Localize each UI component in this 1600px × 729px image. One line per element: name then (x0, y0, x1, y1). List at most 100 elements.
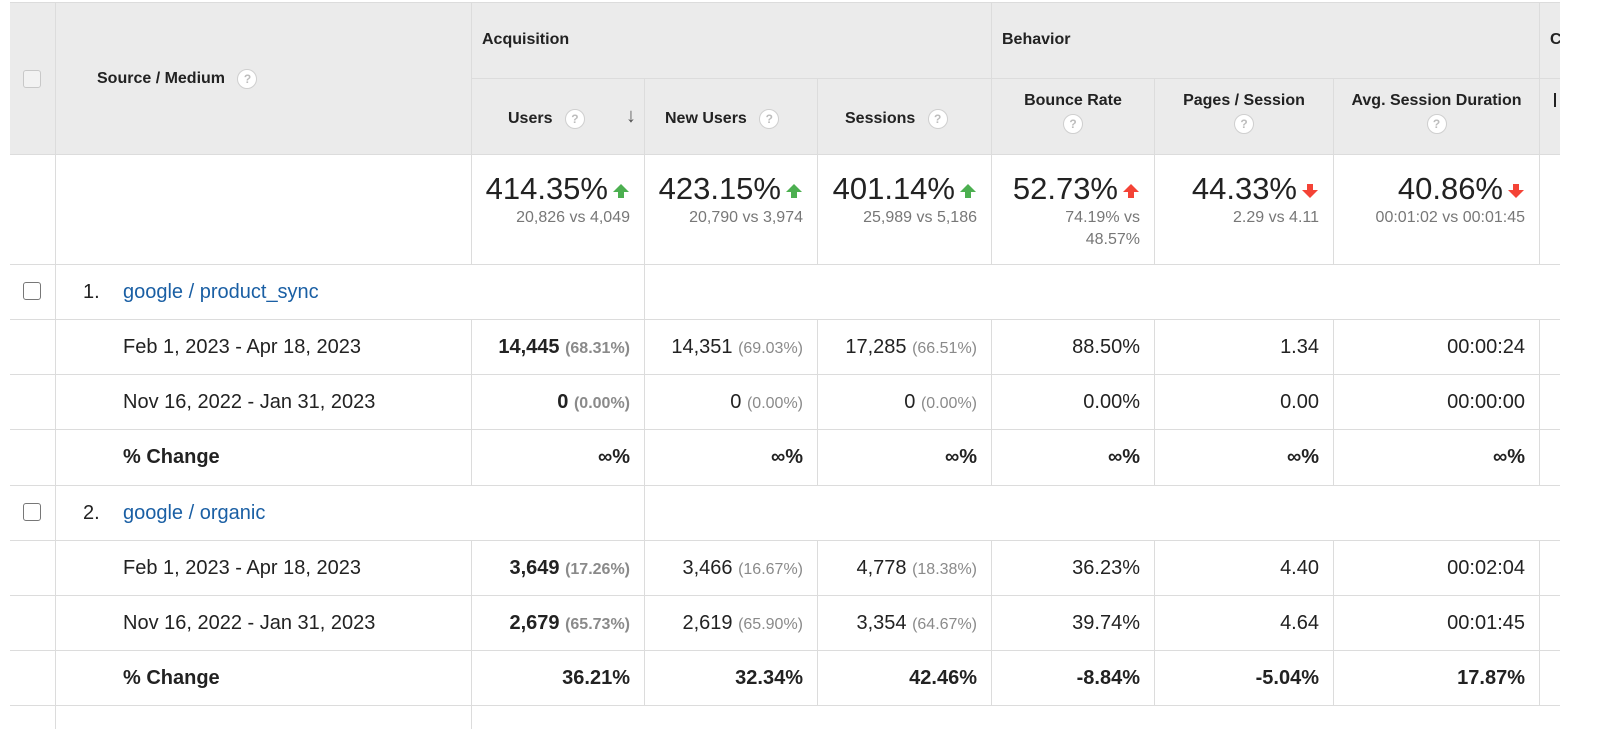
help-icon[interactable]: ? (1063, 114, 1083, 134)
arrow-up-icon (613, 183, 629, 198)
truncated-header-mark (1554, 93, 1556, 107)
row-spacer (645, 486, 1560, 540)
bounce-rate-cell: 39.74% (992, 596, 1155, 650)
truncated-cell (1540, 375, 1560, 429)
change-empty-cell (10, 651, 56, 705)
pages-session-cell: 0.00 (1155, 375, 1334, 429)
avg-duration-value: 00:00:24 (1447, 336, 1525, 358)
pages-session-change-value: ∞% (1286, 446, 1319, 468)
sessions-percent: (64.67%) (912, 616, 977, 633)
row-select-cell (10, 486, 56, 540)
acquisition-label: Acquisition (482, 31, 570, 48)
summary-bounce-rate: 52.73% 74.19% vs 48.57% (992, 155, 1155, 264)
bounce-rate-value: 0.00% (1083, 391, 1140, 413)
users-value: 0 (557, 391, 569, 413)
summary-bounce-rate-change: 52.73% (1012, 171, 1118, 206)
pages-session-change-value: -5.04% (1255, 667, 1319, 689)
summary-avg-duration-change: 40.86% (1397, 171, 1503, 206)
change-label: % Change (123, 446, 220, 468)
summary-sessions: 401.14% 25,989 vs 5,186 (818, 155, 992, 264)
new-users-column-header[interactable]: New Users ? (645, 79, 818, 155)
date-range-label: Feb 1, 2023 - Apr 18, 2023 (123, 557, 361, 579)
new-users-percent: (16.67%) (738, 561, 803, 578)
change-row: % Change 36.21% 32.34% 42.46% -8.84% -5.… (10, 650, 1560, 706)
partial-cell (56, 706, 472, 729)
row-checkbox[interactable] (23, 503, 41, 521)
sessions-percent: (0.00%) (920, 395, 977, 412)
avg-duration-value: 00:02:04 (1447, 557, 1525, 579)
summary-row: 414.35% 20,826 vs 4,049 423.15% 20,790 v… (10, 154, 1560, 264)
help-icon[interactable]: ? (1426, 114, 1447, 134)
users-value: 3,649 (509, 557, 560, 579)
truncated-cell (1540, 430, 1560, 485)
period-row: Nov 16, 2022 - Jan 31, 2023 0 (0.00%) 0 … (10, 374, 1560, 429)
truncated-cell (1540, 541, 1560, 595)
date-range-label: Nov 16, 2022 - Jan 31, 2023 (123, 612, 376, 634)
source-medium-header[interactable]: Source / Medium ? (56, 3, 472, 154)
select-all-cell (10, 3, 56, 154)
summary-users-change: 414.35% (485, 171, 608, 206)
new-users-value: 2,619 (682, 612, 733, 634)
behavior-label: Behavior (1002, 31, 1071, 48)
source-medium-link[interactable]: google / product_sync (123, 281, 319, 303)
help-icon[interactable]: ? (759, 109, 780, 129)
table-header: Source / Medium ? Acquisition Behavior C… (10, 2, 1560, 155)
select-all-checkbox[interactable] (23, 70, 41, 88)
users-cell: 3,649 (17.26%) (472, 541, 645, 595)
truncated-cell (1540, 320, 1560, 374)
summary-pages-session: 44.33% 2.29 vs 4.11 (1155, 155, 1334, 264)
period-label-cell: Feb 1, 2023 - Apr 18, 2023 (56, 541, 472, 595)
users-percent: (68.31%) (565, 340, 630, 357)
avg-duration-change-value: 17.87% (1457, 667, 1525, 689)
users-change-value: ∞% (597, 446, 630, 468)
pages-session-cell: 4.64 (1155, 596, 1334, 650)
sessions-column-header[interactable]: Sessions ? (818, 79, 992, 155)
source-medium-link[interactable]: google / organic (123, 502, 266, 524)
avg-session-duration-column-header[interactable]: Avg. Session Duration ? (1334, 79, 1540, 155)
sessions-value: 4,778 (856, 557, 907, 579)
users-header-label: Users (508, 110, 553, 128)
sort-desc-icon[interactable]: ↓ (626, 105, 636, 127)
new-users-value: 0 (730, 391, 742, 413)
row-checkbox[interactable] (23, 282, 41, 300)
users-percent: (0.00%) (573, 395, 630, 412)
pages-session-cell: 4.40 (1155, 541, 1334, 595)
users-column-header[interactable]: Users ? ↓ (472, 79, 645, 155)
new-users-change-cell: 32.34% (645, 651, 818, 705)
sessions-value: 3,354 (856, 612, 907, 634)
pages-session-column-header[interactable]: Pages / Session ? (1155, 79, 1334, 155)
avg-duration-change-value: ∞% (1492, 446, 1525, 468)
bounce-rate-cell: 0.00% (992, 375, 1155, 429)
change-empty-cell (10, 430, 56, 485)
truncated-cell (1540, 596, 1560, 650)
new-users-header-label: New Users (665, 110, 747, 128)
help-icon[interactable]: ? (1234, 114, 1254, 134)
change-label-cell: % Change (56, 651, 472, 705)
help-icon[interactable]: ? (927, 109, 948, 129)
summary-sessions-compare: 25,989 vs 5,186 (863, 209, 977, 226)
summary-users: 414.35% 20,826 vs 4,049 (472, 155, 645, 264)
acquisition-group-header: Acquisition (472, 3, 992, 79)
users-change-value: 36.21% (562, 667, 630, 689)
avg-duration-change-cell: ∞% (1334, 430, 1540, 485)
row-index: 2. (83, 502, 100, 524)
pages-session-value: 4.40 (1280, 557, 1319, 579)
arrow-up-icon (1123, 183, 1139, 198)
pages-session-header-label: Pages / Session (1183, 92, 1305, 109)
help-icon[interactable]: ? (237, 69, 258, 89)
new-users-cell: 3,466 (16.67%) (645, 541, 818, 595)
arrow-down-icon (1302, 183, 1318, 198)
conversions-column-header[interactable] (1540, 79, 1560, 155)
sessions-cell: 3,354 (64.67%) (818, 596, 992, 650)
users-cell: 0 (0.00%) (472, 375, 645, 429)
bounce-rate-column-header[interactable]: Bounce Rate ? (992, 79, 1155, 155)
report-table: Source / Medium ? Acquisition Behavior C… (10, 2, 1560, 729)
users-change-cell: ∞% (472, 430, 645, 485)
new-users-value: 14,351 (671, 336, 733, 358)
period-row: Nov 16, 2022 - Jan 31, 2023 2,679 (65.73… (10, 595, 1560, 650)
help-icon[interactable]: ? (564, 109, 585, 129)
bounce-rate-change-value: -8.84% (1076, 667, 1140, 689)
new-users-percent: (65.90%) (738, 616, 803, 633)
period-empty-cell (10, 375, 56, 429)
new-users-cell: 14,351 (69.03%) (645, 320, 818, 374)
